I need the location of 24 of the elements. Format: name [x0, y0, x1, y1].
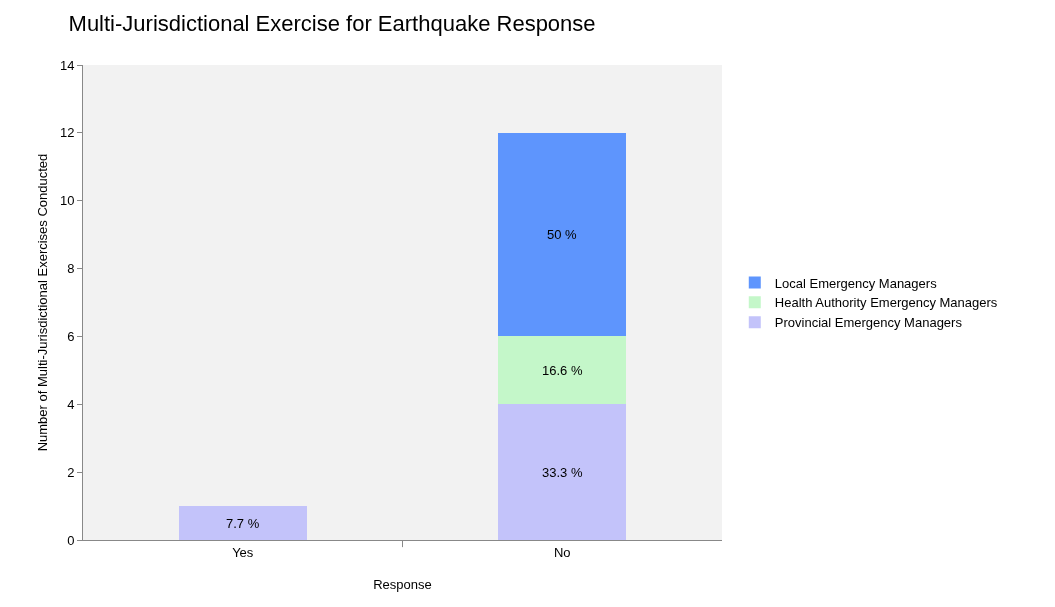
y-tick-label: 6: [67, 328, 75, 344]
x-axis-title: Response: [373, 577, 432, 592]
y-tick-label: 0: [67, 532, 75, 548]
bar: [178, 506, 307, 540]
bar: [498, 404, 627, 540]
bar: [498, 336, 627, 405]
legend-label: Health Authority Emergency Managers: [774, 295, 998, 311]
annotation: 16.6 %: [542, 363, 583, 378]
legend-label: Local Emergency Managers: [774, 275, 938, 291]
y-tick-label: 10: [59, 193, 75, 209]
y-axis-title: Number of Multi-Jurisdictional Exercises Conducted: [35, 153, 50, 452]
y-tick-label: 8: [67, 261, 75, 277]
y-tick-label: 4: [67, 396, 75, 412]
x-tick-label: No: [553, 544, 571, 560]
y-tick-label: 12: [59, 125, 75, 141]
bar: [498, 132, 627, 337]
y-tick-label: 2: [67, 464, 75, 480]
annotation: 7.7 %: [226, 516, 260, 531]
legend-label: Provincial Emergency Managers: [774, 315, 963, 331]
x-tick-label: Yes: [232, 544, 254, 560]
annotation: 50 %: [547, 227, 578, 242]
y-tick-label: 14: [59, 57, 75, 73]
chart-title: Multi-Jurisdictional Exercise for Earthquake Response: [68, 10, 596, 36]
annotation: 33.3 %: [542, 465, 583, 480]
